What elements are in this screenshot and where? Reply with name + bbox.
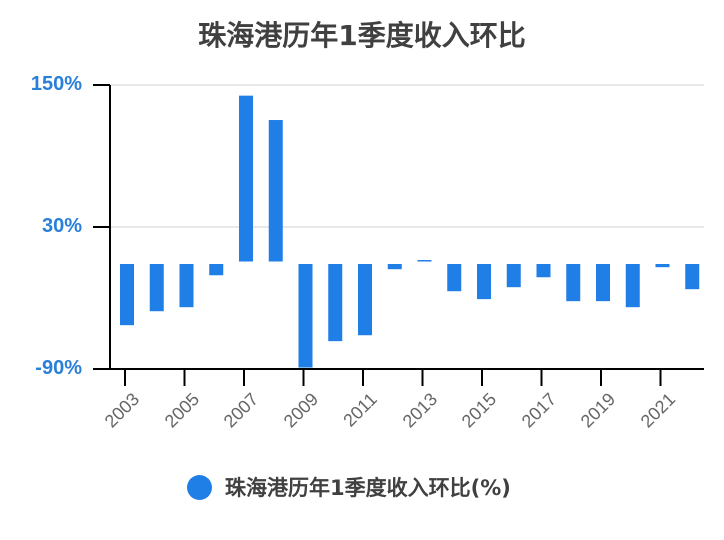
y-tick-label: -90% bbox=[35, 357, 82, 379]
bar-2009[interactable] bbox=[298, 264, 313, 368]
bar-2013[interactable] bbox=[417, 260, 432, 262]
bar-2012[interactable] bbox=[387, 264, 402, 270]
bar-2015[interactable] bbox=[477, 264, 491, 300]
bar-2005[interactable] bbox=[179, 264, 194, 308]
bar-2006[interactable] bbox=[209, 264, 224, 276]
bar-2004[interactable] bbox=[149, 264, 164, 312]
bar-2021[interactable] bbox=[655, 264, 670, 268]
y-tick-label: 150% bbox=[30, 73, 82, 95]
bar-2007[interactable] bbox=[239, 95, 253, 262]
y-tick-label: 30% bbox=[41, 215, 82, 237]
bar-2003[interactable] bbox=[120, 264, 134, 326]
legend-label: 珠海港历年1季度收入环比(%) bbox=[225, 476, 511, 500]
legend[interactable]: 珠海港历年1季度收入环比(%) bbox=[187, 472, 511, 502]
bar-2008[interactable] bbox=[268, 120, 283, 262]
bar-2022[interactable] bbox=[685, 264, 700, 290]
bar-2017[interactable] bbox=[536, 264, 551, 278]
bar-2020[interactable] bbox=[625, 264, 640, 308]
bar-2018[interactable] bbox=[566, 264, 581, 302]
bar-2019[interactable] bbox=[596, 264, 610, 302]
bar-2014[interactable] bbox=[447, 264, 462, 292]
bar-2011[interactable] bbox=[358, 264, 372, 336]
chart-title: 珠海港历年1季度收入环比 bbox=[198, 19, 526, 52]
legend-marker-icon bbox=[187, 474, 212, 500]
bar-2010[interactable] bbox=[328, 264, 343, 342]
bar-2016[interactable] bbox=[506, 264, 521, 288]
